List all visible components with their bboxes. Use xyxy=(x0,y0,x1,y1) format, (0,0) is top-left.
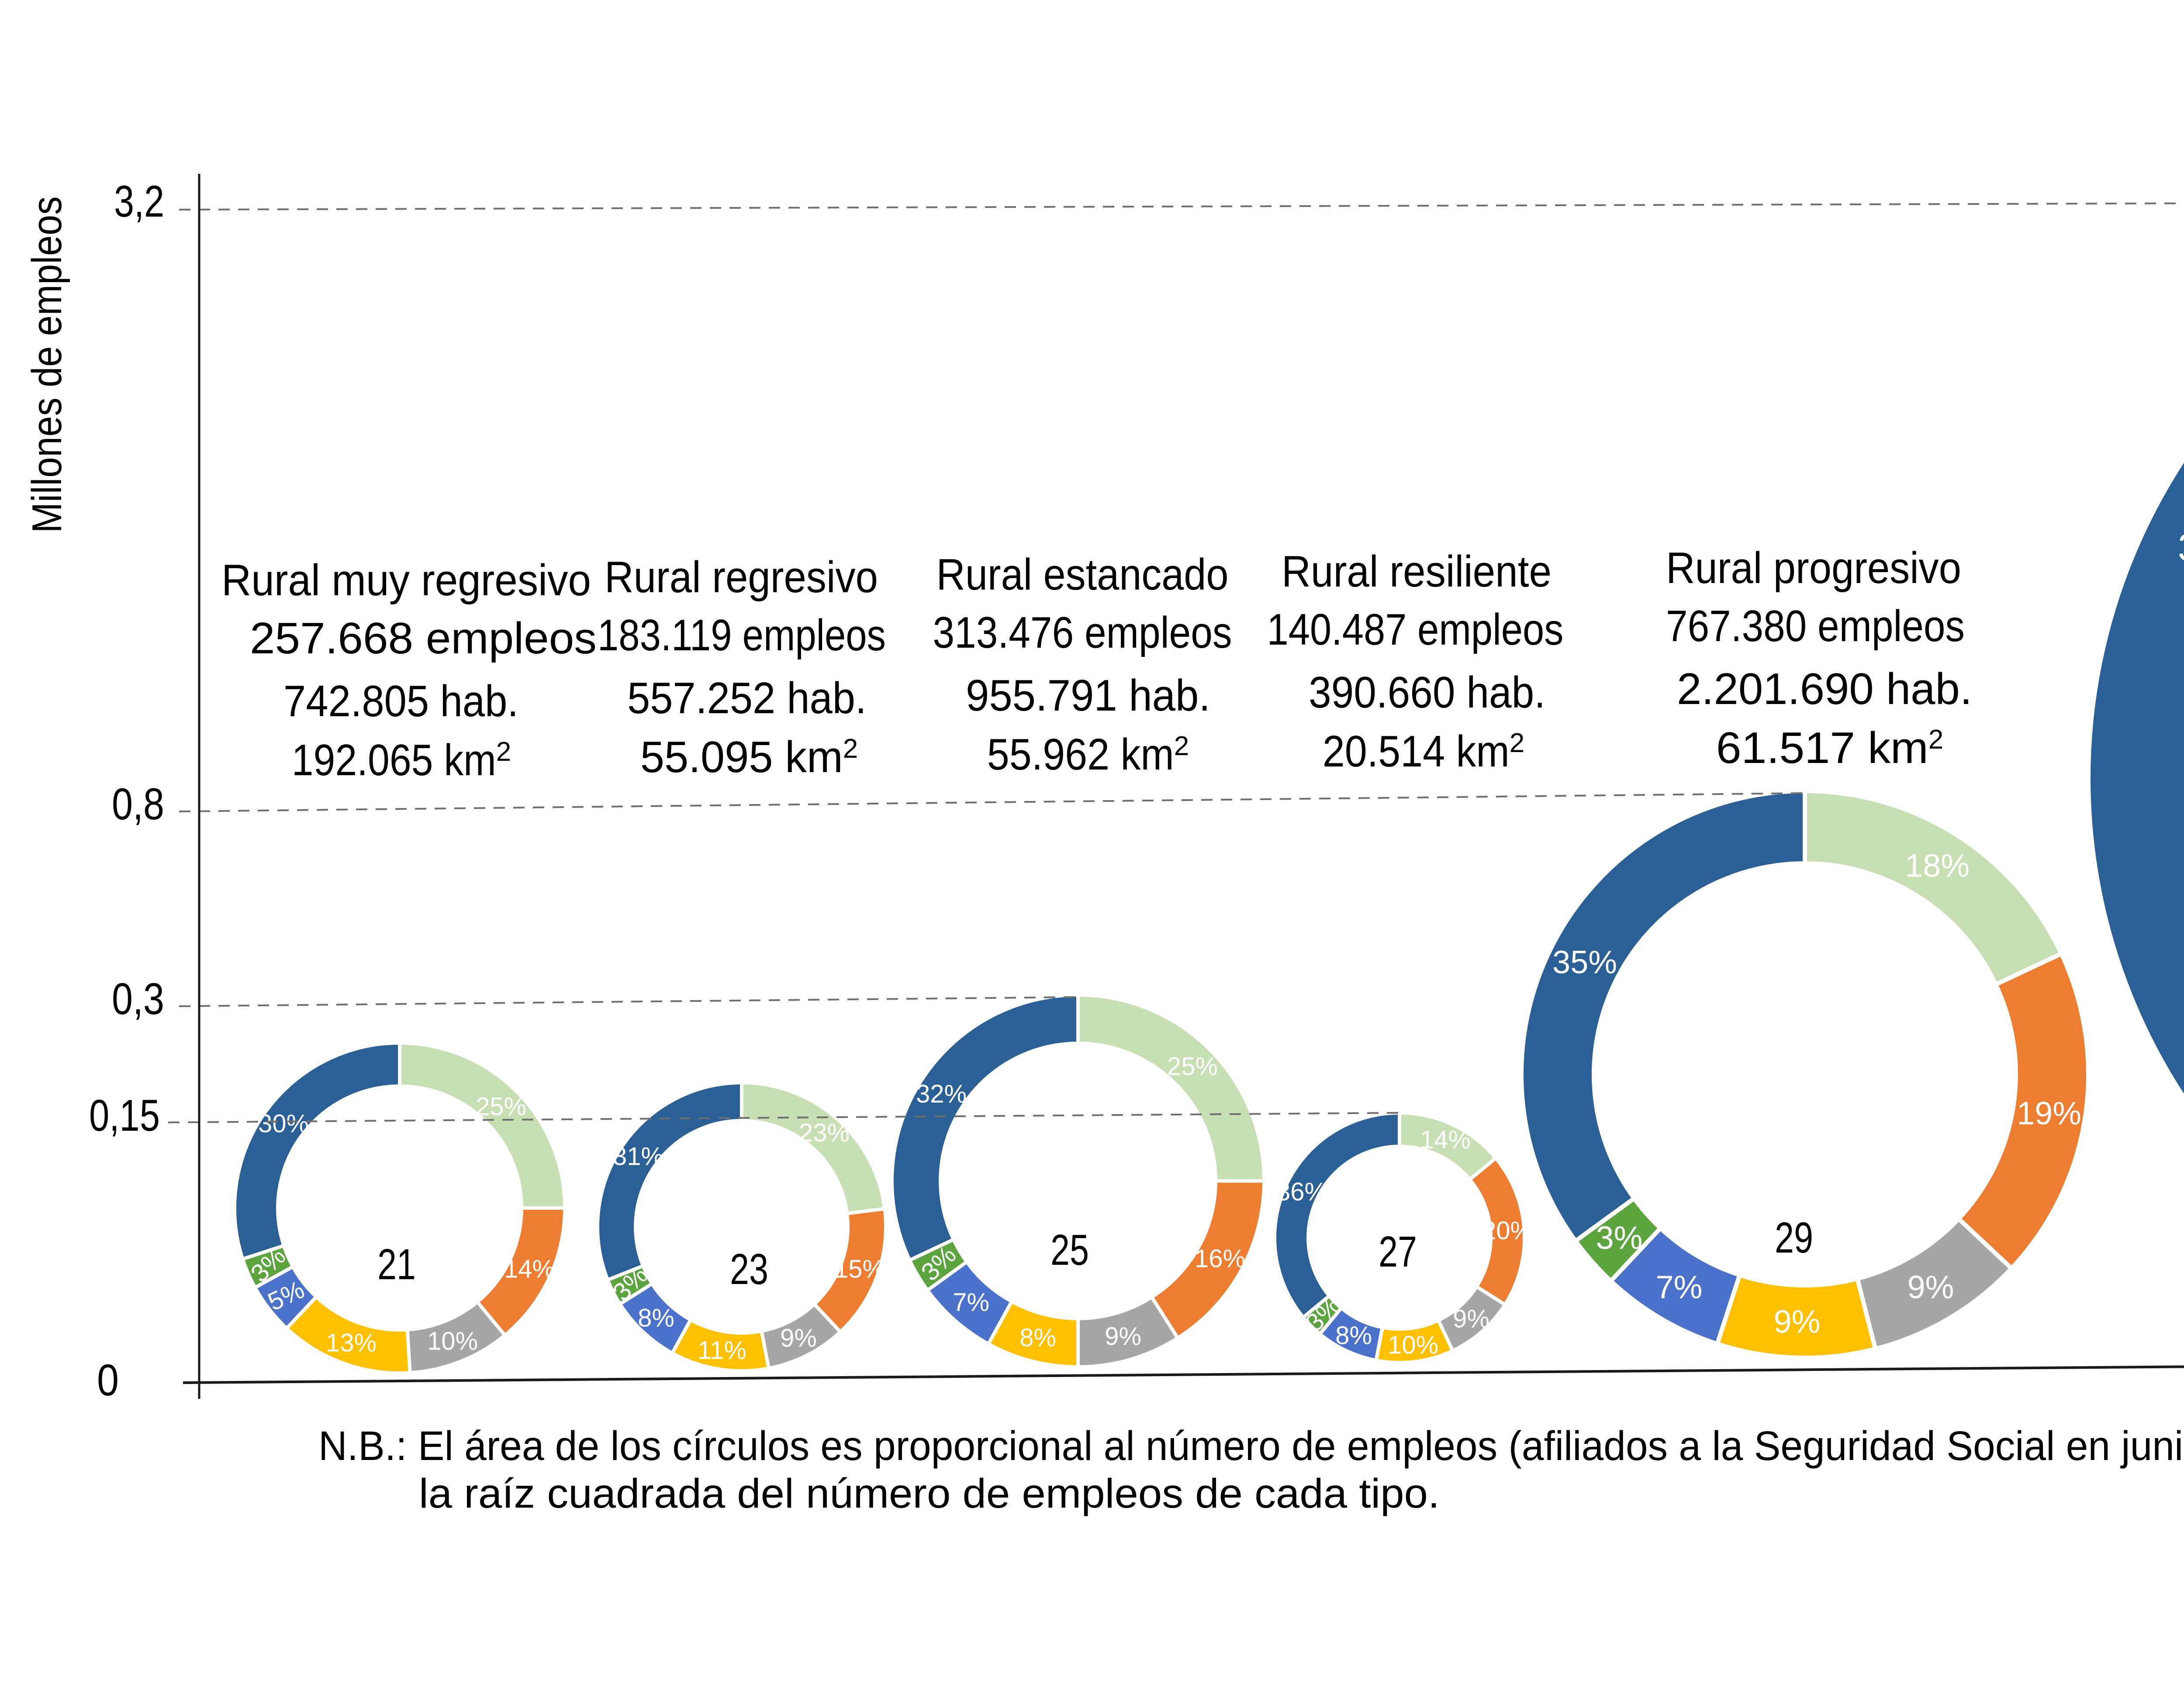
svg-text:25%: 25% xyxy=(476,1093,526,1121)
svg-text:Millones de empleos: Millones de empleos xyxy=(24,197,70,533)
svg-text:20.514 km2: 20.514 km2 xyxy=(1323,727,1524,776)
svg-text:19%: 19% xyxy=(2017,1095,2081,1132)
svg-text:15%: 15% xyxy=(834,1255,885,1284)
svg-text:14%: 14% xyxy=(504,1255,555,1284)
svg-text:23: 23 xyxy=(730,1245,768,1293)
svg-text:Rural muy regresivo: Rural muy regresivo xyxy=(221,556,591,605)
svg-text:767.380 empleos: 767.380 empleos xyxy=(1666,602,1965,651)
svg-text:0,3: 0,3 xyxy=(112,974,164,1024)
svg-text:31%: 31% xyxy=(613,1143,663,1171)
svg-text:30%: 30% xyxy=(258,1110,309,1138)
svg-text:9%: 9% xyxy=(1908,1269,1954,1305)
svg-text:3%: 3% xyxy=(1596,1220,1643,1256)
svg-text:0,15: 0,15 xyxy=(89,1091,160,1140)
svg-text:557.252 hab.: 557.252 hab. xyxy=(627,674,867,723)
svg-text:16%: 16% xyxy=(1195,1245,1245,1273)
svg-text:Rural estancado: Rural estancado xyxy=(936,550,1229,599)
svg-text:21: 21 xyxy=(377,1240,416,1288)
svg-text:8%: 8% xyxy=(1019,1324,1056,1352)
svg-text:9%: 9% xyxy=(780,1324,817,1353)
svg-text:20%: 20% xyxy=(1482,1217,1533,1245)
svg-text:25%: 25% xyxy=(1167,1053,1218,1081)
svg-text:8%: 8% xyxy=(1335,1322,1372,1350)
svg-text:10%: 10% xyxy=(427,1327,478,1356)
svg-text:13%: 13% xyxy=(326,1329,377,1357)
svg-text:Rural resiliente: Rural resiliente xyxy=(1282,547,1552,596)
svg-text:8%: 8% xyxy=(638,1304,674,1332)
svg-text:35%: 35% xyxy=(1552,944,1617,980)
svg-text:25: 25 xyxy=(1051,1225,1089,1274)
svg-text:Rural progresivo: Rural progresivo xyxy=(1666,544,1961,593)
svg-text:7%: 7% xyxy=(1656,1269,1703,1305)
svg-text:0: 0 xyxy=(97,1355,119,1405)
svg-text:390.660 hab.: 390.660 hab. xyxy=(1309,668,1545,717)
svg-text:23%: 23% xyxy=(799,1119,850,1147)
svg-text:9%: 9% xyxy=(1774,1304,1821,1340)
svg-text:32%: 32% xyxy=(916,1080,967,1108)
svg-text:18%: 18% xyxy=(1905,848,1970,884)
svg-text:183.119 empleos: 183.119 empleos xyxy=(598,611,886,660)
svg-text:3,2: 3,2 xyxy=(114,176,164,226)
svg-text:11%: 11% xyxy=(698,1336,746,1365)
svg-text:55.095 km2: 55.095 km2 xyxy=(640,733,858,782)
svg-text:27: 27 xyxy=(1379,1227,1417,1276)
svg-text:36%: 36% xyxy=(1276,1178,1327,1206)
svg-text:29: 29 xyxy=(1775,1213,1813,1262)
svg-text:9%: 9% xyxy=(1453,1305,1489,1333)
svg-text:7%: 7% xyxy=(953,1288,989,1317)
svg-text:la raíz cuadrada del número de: la raíz cuadrada del número de empleos d… xyxy=(419,1470,1440,1517)
svg-text:313.476 empleos: 313.476 empleos xyxy=(933,608,1232,657)
svg-text:14%: 14% xyxy=(1420,1126,1471,1154)
svg-text:61.517 km2: 61.517 km2 xyxy=(1716,724,1943,773)
svg-text:9%: 9% xyxy=(1105,1322,1141,1351)
svg-text:955.791 hab.: 955.791 hab. xyxy=(966,671,1210,720)
svg-text:192.065 km2: 192.065 km2 xyxy=(292,736,511,785)
svg-text:140.487 empleos: 140.487 empleos xyxy=(1267,605,1564,654)
svg-text:Rural regresivo: Rural regresivo xyxy=(605,553,878,602)
svg-text:N.B.: El área de los círculos: N.B.: El área de los círculos es proporc… xyxy=(318,1423,2184,1469)
svg-text:257.668 empleos: 257.668 empleos xyxy=(250,614,597,663)
svg-text:10%: 10% xyxy=(1388,1331,1438,1360)
svg-text:742.805 hab.: 742.805 hab. xyxy=(283,677,518,726)
svg-text:55.962 km2: 55.962 km2 xyxy=(987,730,1189,779)
svg-text:35%: 35% xyxy=(2178,526,2184,569)
svg-text:0,8: 0,8 xyxy=(112,779,164,829)
svg-text:2.201.690 hab.: 2.201.690 hab. xyxy=(1677,665,1972,714)
